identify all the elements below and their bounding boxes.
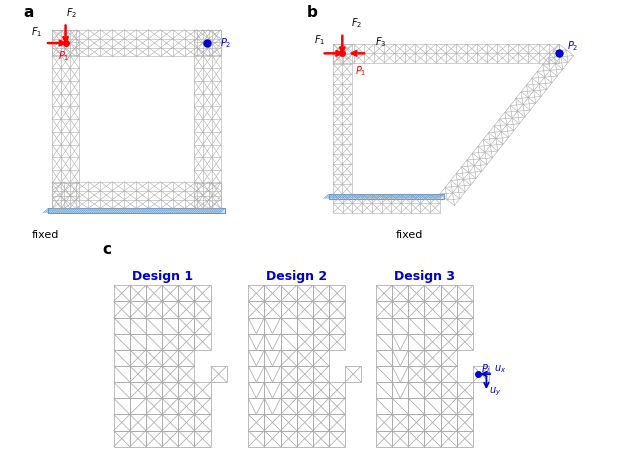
Text: $P_1$: $P_1$	[58, 49, 69, 63]
Text: $P_L$: $P_L$	[481, 362, 492, 376]
Text: $P_2$: $P_2$	[567, 39, 579, 53]
Bar	[329, 194, 444, 199]
Text: $u_y$: $u_y$	[489, 385, 501, 398]
Text: $F_3$: $F_3$	[375, 35, 387, 49]
Text: $u_x$: $u_x$	[495, 363, 507, 375]
Text: $F_2$: $F_2$	[66, 6, 77, 20]
Text: a: a	[24, 5, 34, 20]
Text: $F_2$: $F_2$	[351, 16, 362, 30]
Text: $F_1$: $F_1$	[31, 25, 42, 38]
Text: fixed: fixed	[31, 230, 59, 240]
Text: Design 1: Design 1	[132, 270, 193, 283]
Text: Design 3: Design 3	[394, 270, 455, 283]
Text: fixed: fixed	[396, 230, 423, 240]
Text: c: c	[102, 242, 111, 257]
Text: $F_1$: $F_1$	[314, 33, 324, 47]
Text: Design 2: Design 2	[266, 270, 327, 283]
Text: $P_1$: $P_1$	[355, 64, 366, 78]
Text: b: b	[307, 5, 318, 20]
Text: $P_2$: $P_2$	[220, 36, 231, 50]
Bar	[48, 208, 225, 213]
